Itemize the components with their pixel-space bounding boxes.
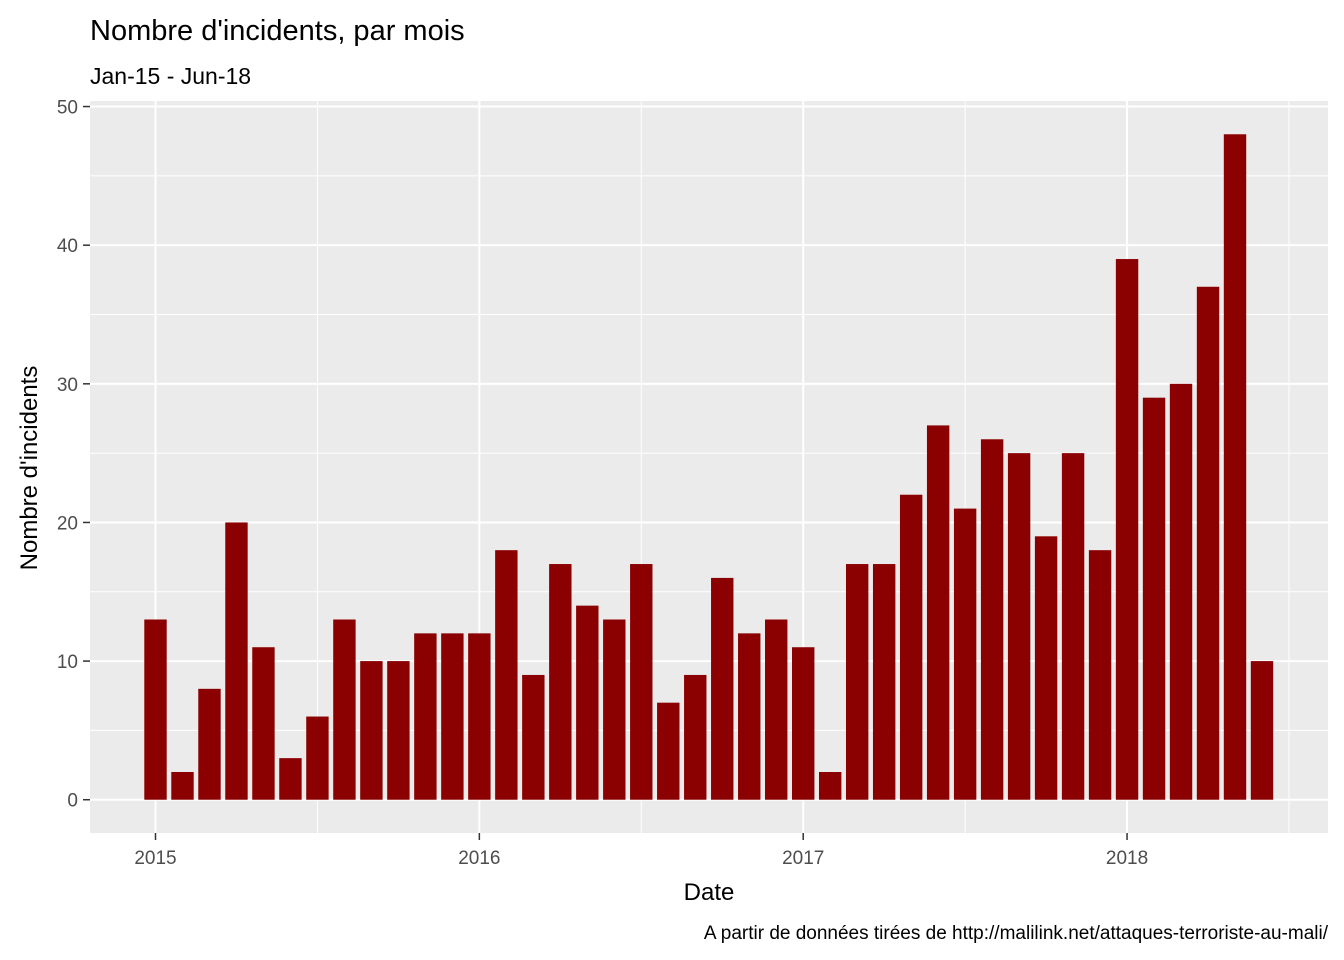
bar: Nov-15: 12 [414,633,437,800]
bar: Jul-15: 6 [306,716,329,800]
bar: Mar-16: 9 [522,674,545,800]
bar: Apr-18: 37 [1196,286,1220,800]
bar: Jan-16: 12 [468,633,491,800]
bar: Oct-15: 10 [387,661,410,800]
bar: Apr-16: 17 [549,564,572,800]
bar: Aug-15: 13 [333,619,356,800]
bar: Jun-15: 3 [279,758,302,800]
bar: Mar-17: 17 [845,564,869,800]
bar: Jan-18: 39 [1115,259,1139,800]
bar: May-15: 11 [252,647,275,800]
minor-gridlines [90,101,1328,833]
y-tick-label: 40 [57,236,78,257]
bar: Jun-18: 10 [1250,661,1274,800]
bar: Jun-17: 27 [926,425,950,800]
x-tick-label: 2015 [134,848,176,869]
bar: Feb-18: 29 [1142,397,1166,800]
bar: Sep-16: 9 [684,674,707,800]
bar: Dec-15: 12 [441,633,464,800]
bar: Nov-17: 25 [1061,453,1085,800]
bar: Sep-15: 10 [360,661,383,800]
x-tick-label: 2016 [458,848,500,869]
y-axis-title: Nombre d'incidents [16,366,43,571]
bar: Mar-15: 8 [198,688,221,800]
bar: Jun-16: 13 [603,619,626,800]
y-tick-label: 10 [57,652,78,673]
bar: Apr-15: 20 [225,522,248,800]
x-tick-label: 2018 [1106,848,1148,869]
bar: Dec-17: 18 [1088,550,1112,800]
bar: Feb-17: 2 [818,772,842,800]
bar: Feb-15: 2 [171,772,194,800]
x-axis: 2015 2016 2017 2018 [134,833,1148,869]
y-tick-label: 50 [57,98,78,119]
bar: May-17: 22 [899,494,923,800]
chart-subtitle: Jan-15 - Jun-18 [90,63,251,89]
y-tick-label: 30 [57,375,78,396]
bars: Jan-15: 13Feb-15: 2Mar-15: 8Apr-15: 20Ma… [144,134,1274,800]
bar: Mar-18: 30 [1169,383,1193,800]
bar: Jan-17: 11 [792,647,815,800]
bar: Dec-16: 13 [765,619,788,800]
bar: Nov-16: 12 [738,633,761,800]
bar: Aug-16: 7 [657,702,680,800]
bar: Jul-16: 17 [630,564,653,800]
bar: Feb-16: 18 [495,550,518,800]
bar: Apr-17: 17 [872,564,896,800]
bar: Oct-16: 16 [711,577,734,800]
bar: Aug-17: 26 [980,439,1004,800]
y-axis: 0 10 20 30 40 50 [57,98,90,812]
bar: May-16: 14 [576,605,599,800]
x-axis-title: Date [684,879,735,906]
y-tick-label: 20 [57,513,78,534]
x-tick-label: 2017 [782,848,824,869]
bar: Jul-17: 21 [953,508,977,800]
bar: Sep-17: 25 [1007,453,1031,800]
chart-title: Nombre d'incidents, par mois [90,15,465,47]
bar: May-18: 48 [1223,134,1247,800]
bar: Jan-15: 13 [144,619,167,800]
chart-caption: A partir de données tirées de http://mal… [704,923,1329,944]
bar: Oct-17: 19 [1034,536,1058,800]
plot-panel [90,101,1328,833]
y-tick-label: 0 [67,791,78,812]
